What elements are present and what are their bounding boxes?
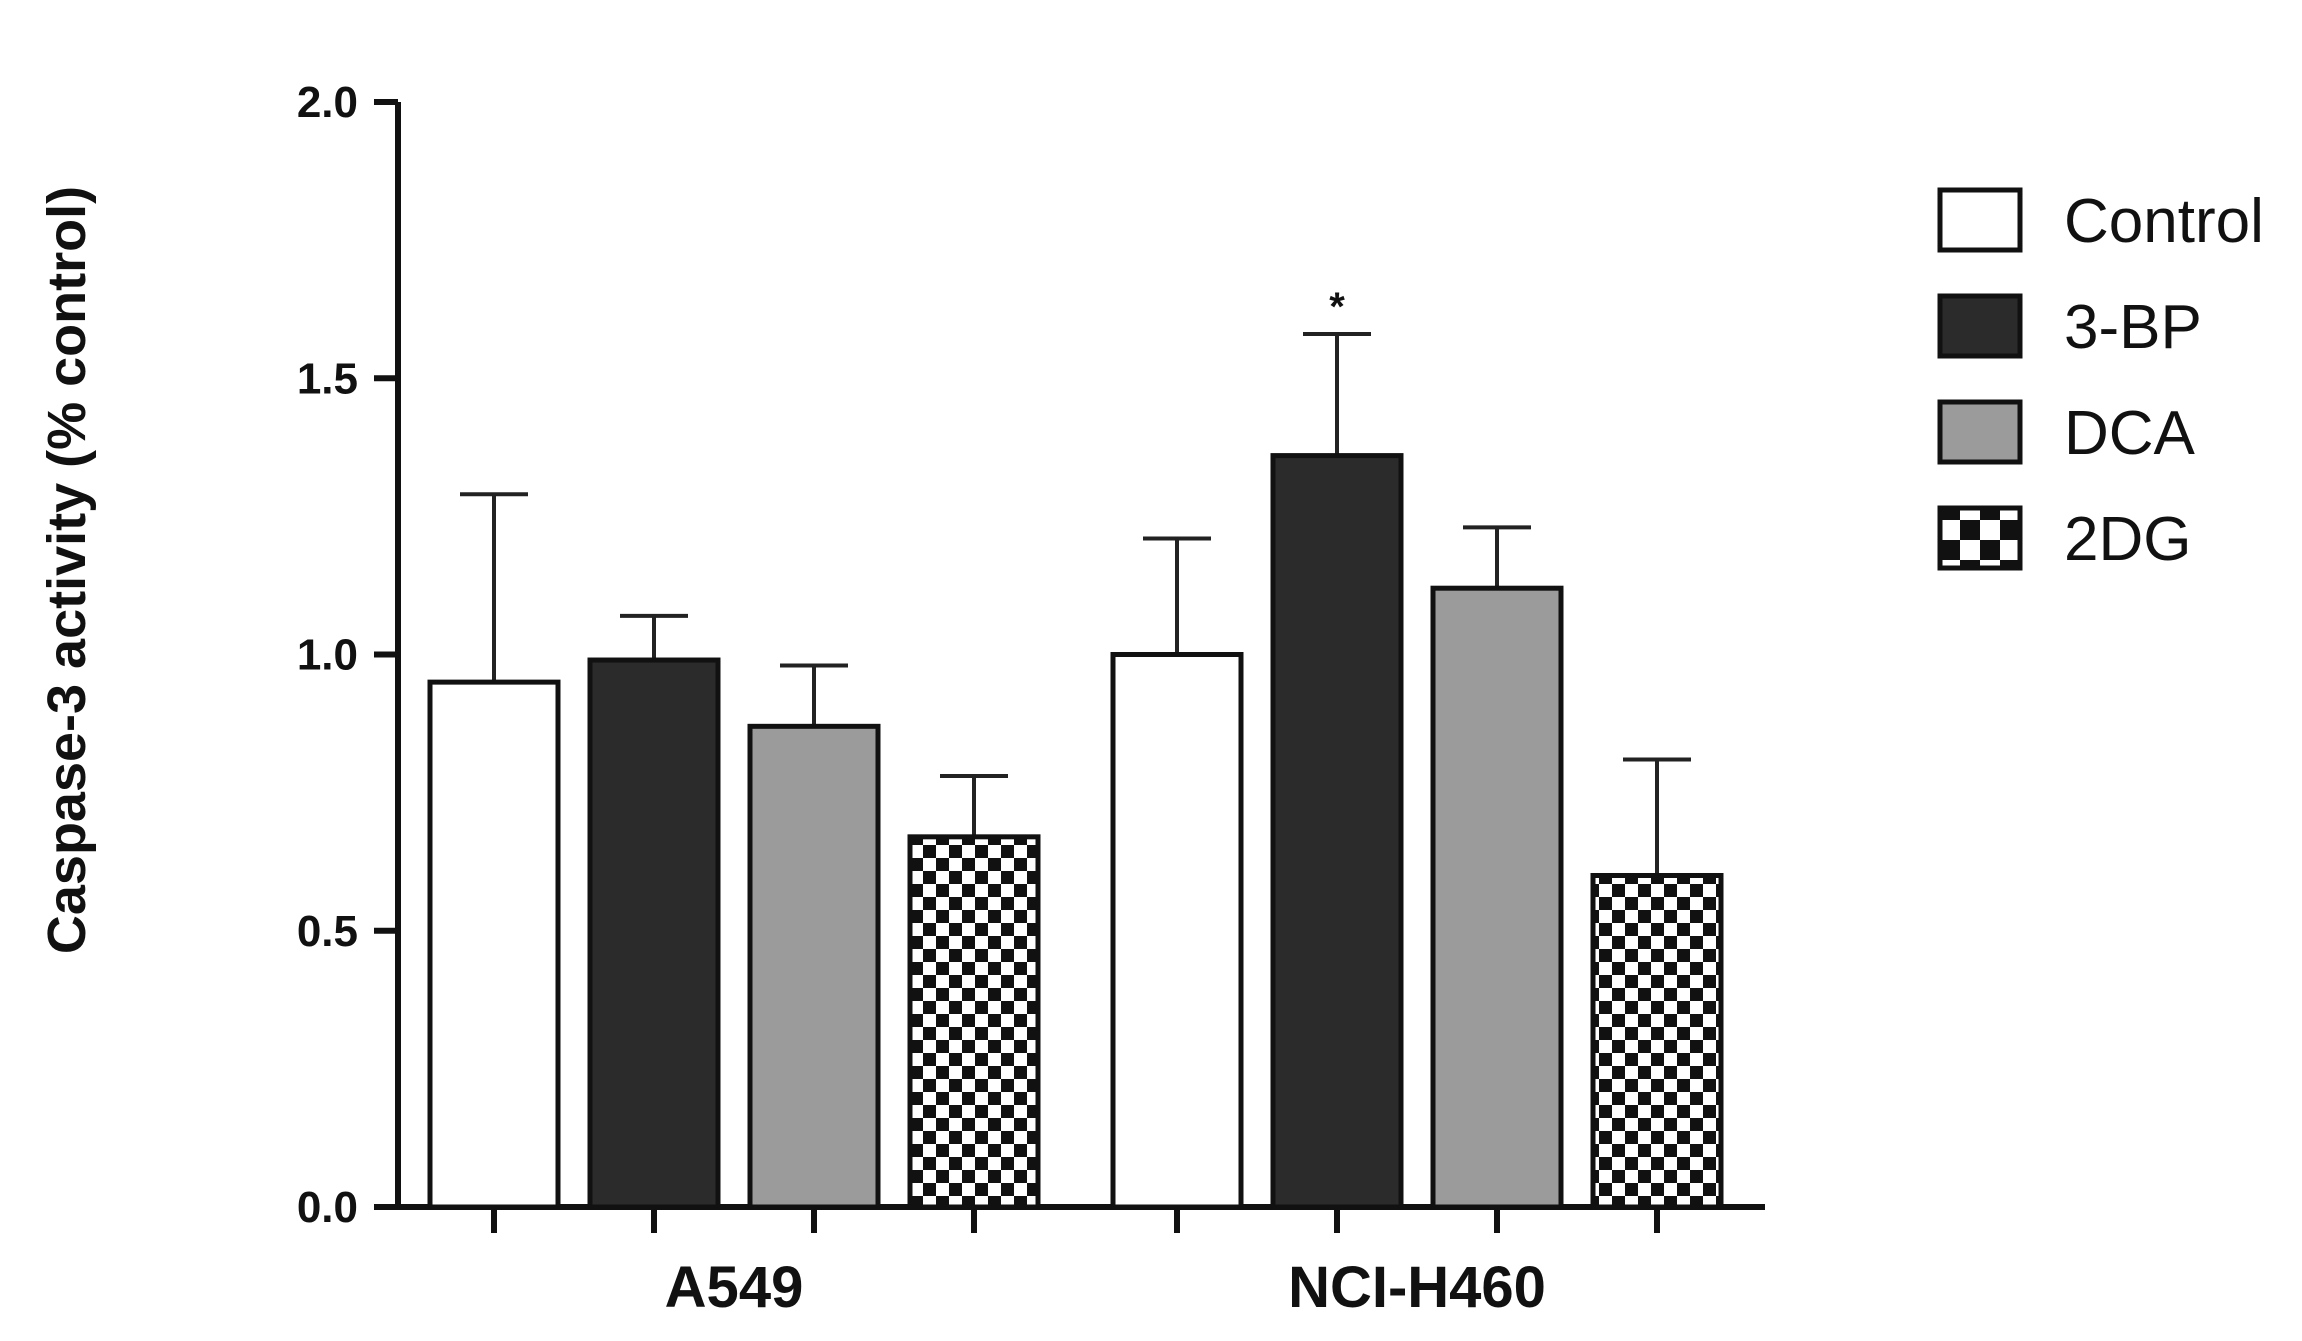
legend: Control 3-BP DCA 2DG	[1937, 187, 2264, 574]
bar-3bp-a549	[587, 657, 721, 1210]
legend-label: 2DG	[2064, 505, 2191, 574]
bar-2dg-ncih460	[1590, 873, 1724, 1210]
plot-area: 0.0 0.5 1.0 1.5 2.0 A549 NCI-H460 *	[297, 78, 1765, 1320]
legend-swatch	[1937, 505, 2023, 571]
legend-label: DCA	[2064, 399, 2196, 468]
significance-marker: *	[1329, 285, 1345, 329]
y-tick-label: 1.0	[297, 631, 358, 680]
x-category-label: NCI-H460	[1288, 1255, 1546, 1320]
y-tick-label: 0.5	[297, 907, 358, 956]
y-tick-label: 0.0	[297, 1183, 358, 1232]
legend-swatch	[1937, 187, 2023, 253]
y-tick-label: 2.0	[297, 78, 358, 127]
legend-label: Control	[2064, 187, 2264, 256]
bar-3bp-ncih460	[1270, 453, 1404, 1210]
x-category-label: A549	[665, 1255, 804, 1320]
y-tick-label: 1.5	[297, 354, 358, 403]
bar-control-ncih460	[1110, 652, 1244, 1210]
legend-swatch	[1937, 293, 2023, 359]
y-axis-label: Caspase-3 activity (% control)	[37, 186, 97, 954]
bar-control-a549	[427, 679, 561, 1210]
legend-label: 3-BP	[2064, 293, 2202, 362]
bar-dca-a549	[747, 723, 881, 1210]
bar-dca-ncih460	[1430, 585, 1564, 1210]
bar-2dg-a549	[907, 834, 1041, 1210]
legend-swatch	[1937, 399, 2023, 465]
